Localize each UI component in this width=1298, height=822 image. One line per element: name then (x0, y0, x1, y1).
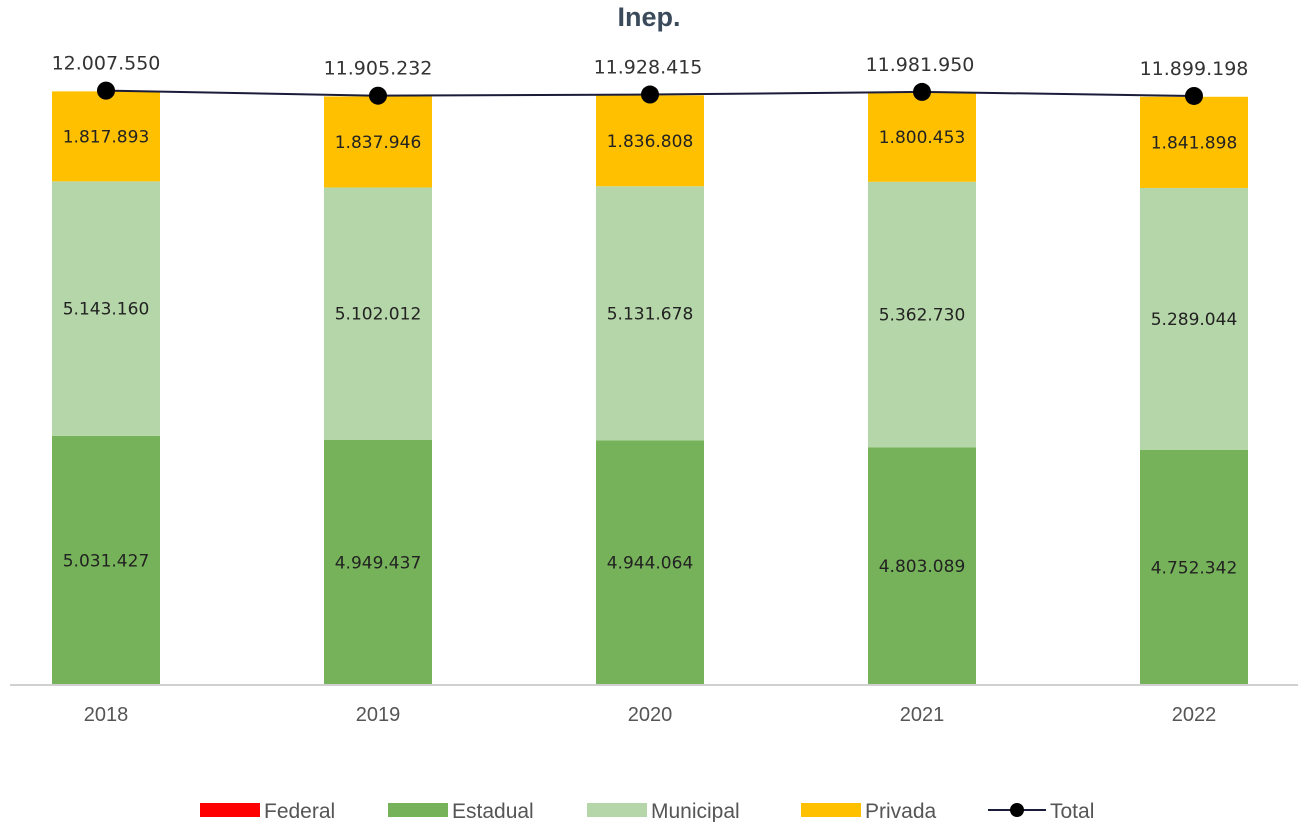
x-tick-label-2020: 2020 (628, 704, 673, 726)
bar-segment-privada-2018 (52, 91, 160, 182)
legend-label-federal: Federal (264, 800, 335, 822)
x-tick-label-2019: 2019 (356, 704, 401, 726)
data-label-municipal-2022: 5.289.044 (1151, 310, 1238, 330)
legend-swatch-federal (200, 803, 260, 817)
legend: Federal Estadual Municipal Privada Total (200, 800, 1094, 822)
data-label-privada-2018: 1.817.893 (63, 127, 150, 147)
legend-swatch-municipal (587, 803, 647, 817)
bar-segment-estadual-2022 (1140, 449, 1248, 685)
data-label-municipal-2020: 5.131.678 (607, 304, 694, 324)
total-marker-2020 (641, 85, 659, 104)
total-marker-2021 (913, 82, 931, 101)
data-label-privada-2022: 1.841.898 (1151, 133, 1238, 153)
chart-title: Inep. (617, 2, 681, 32)
bar-segment-municipal-2020 (596, 186, 704, 441)
total-line-group (97, 81, 1203, 105)
legend-swatch-estadual (388, 803, 448, 817)
bar-segment-estadual-2020 (596, 440, 704, 685)
legend-label-estadual: Estadual (452, 800, 534, 822)
bar-segment-estadual-2019 (324, 440, 432, 685)
total-label-2019: 11.905.232 (324, 58, 433, 80)
bars-group (52, 91, 1248, 685)
data-label-municipal-2021: 5.362.730 (879, 306, 966, 326)
x-tick-label-2018: 2018 (84, 704, 129, 726)
total-labels-group: 12.007.550 11.905.232 11.928.415 11.981.950… (52, 53, 1249, 80)
data-label-municipal-2019: 5.102.012 (335, 305, 422, 325)
total-label-2022: 11.899.198 (1140, 58, 1249, 80)
total-marker-2019 (369, 86, 387, 105)
legend-label-total: Total (1050, 800, 1094, 822)
data-label-municipal-2018: 5.143.160 (63, 300, 150, 320)
data-label-estadual-2019: 4.949.437 (335, 554, 422, 574)
x-tick-label-2022: 2022 (1172, 704, 1217, 726)
bar-segment-privada-2020 (596, 95, 704, 187)
bar-segment-estadual-2018 (52, 435, 160, 685)
segment-labels-group: 5.031.427 5.143.160 1.817.893 4.949.437 5.10… (63, 127, 1238, 578)
legend-label-municipal: Municipal (651, 800, 740, 822)
bar-segment-estadual-2021 (868, 447, 976, 685)
legend-swatch-total-marker (1010, 803, 1024, 817)
x-tick-labels-group: 2018 2019 2020 2021 2022 (84, 704, 1217, 726)
data-label-privada-2021: 1.800.453 (879, 128, 966, 148)
bar-segment-municipal-2021 (868, 181, 976, 448)
data-label-privada-2020: 1.836.808 (607, 132, 694, 152)
bar-segment-municipal-2018 (52, 181, 160, 436)
total-label-2020: 11.928.415 (594, 57, 703, 79)
bar-segment-privada-2022 (1140, 96, 1248, 188)
bar-segment-privada-2019 (324, 96, 432, 188)
bar-segment-municipal-2019 (324, 187, 432, 441)
total-marker-2018 (97, 81, 115, 100)
total-label-2021: 11.981.950 (866, 54, 975, 76)
bar-segment-municipal-2022 (1140, 187, 1248, 450)
legend-swatch-privada (801, 803, 861, 817)
data-label-estadual-2021: 4.803.089 (879, 557, 966, 577)
x-tick-label-2021: 2021 (900, 704, 945, 726)
legend-label-privada: Privada (865, 800, 937, 822)
total-label-2018: 12.007.550 (52, 53, 161, 75)
data-label-estadual-2018: 5.031.427 (63, 551, 150, 571)
total-marker-2022 (1185, 86, 1203, 105)
bar-segment-privada-2021 (868, 92, 976, 182)
data-label-estadual-2020: 4.944.064 (607, 554, 694, 574)
data-label-estadual-2022: 4.752.342 (1151, 558, 1238, 578)
data-label-privada-2019: 1.837.946 (335, 133, 422, 153)
